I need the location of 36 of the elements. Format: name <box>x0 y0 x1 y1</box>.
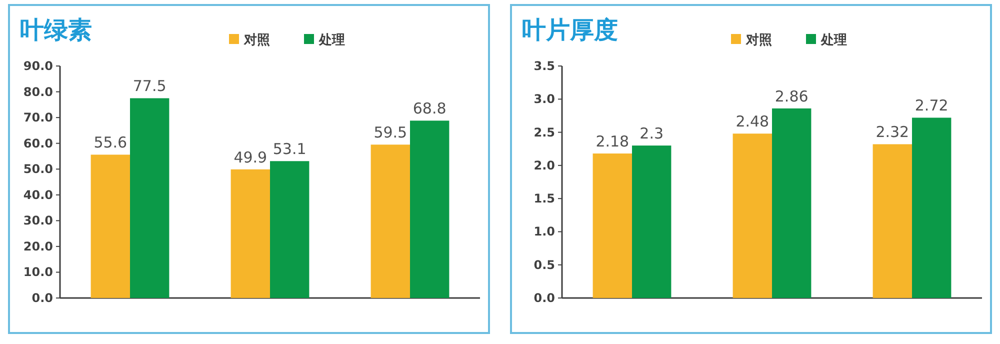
y-tick-label: 50.0 <box>23 162 53 176</box>
data-label: 2.48 <box>736 112 770 131</box>
y-tick-label: 0.5 <box>534 258 555 272</box>
data-label: 53.1 <box>272 140 306 158</box>
data-label: 2.32 <box>876 123 910 142</box>
y-tick-label: 60.0 <box>23 136 53 150</box>
data-label: 77.5 <box>132 77 166 96</box>
data-label: 55.6 <box>94 134 128 152</box>
y-tick-label: 80.0 <box>23 84 53 99</box>
legend-label: 处理 <box>318 33 345 48</box>
data-label: 2.72 <box>914 96 948 115</box>
y-tick-label: 40.0 <box>23 188 53 202</box>
y-tick-label: 3.5 <box>534 59 555 73</box>
y-tick-label: 0.0 <box>534 291 555 305</box>
y-tick-label: 70.0 <box>23 110 53 125</box>
y-tick-label: 2.0 <box>534 158 555 172</box>
data-label: 2.18 <box>596 132 630 150</box>
legend-label: 处理 <box>820 33 847 48</box>
data-label: 2.86 <box>774 87 808 106</box>
data-label: 59.5 <box>374 124 408 142</box>
legend-label: 对照 <box>745 33 772 48</box>
y-tick-label: 20.0 <box>23 239 53 254</box>
y-tick-label: 0.0 <box>32 291 53 305</box>
y-tick-label: 2.5 <box>534 125 555 140</box>
y-tick-label: 3.0 <box>534 92 555 106</box>
chart-title: 叶片厚度 <box>522 16 618 44</box>
data-label: 49.9 <box>234 148 268 166</box>
y-tick-label: 90.0 <box>23 59 53 73</box>
y-tick-label: 1.0 <box>534 224 555 239</box>
data-label: 68.8 <box>412 100 446 118</box>
chart-title: 叶绿素 <box>20 16 92 44</box>
legend-label: 对照 <box>243 33 270 48</box>
y-tick-label: 10.0 <box>23 265 53 280</box>
y-tick-label: 1.5 <box>534 192 555 206</box>
data-label: 2.3 <box>640 124 664 143</box>
y-tick-label: 30.0 <box>23 214 53 228</box>
